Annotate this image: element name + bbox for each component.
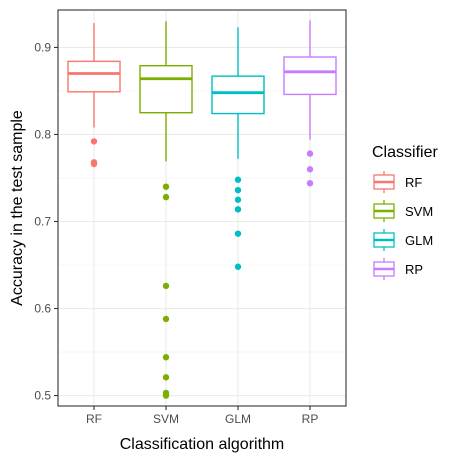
outlier-point xyxy=(162,183,170,190)
x-tick-label: GLM xyxy=(225,412,251,426)
legend: Classifier RF SVM GLM RP xyxy=(372,144,438,281)
y-tick-label: 0.5 xyxy=(34,389,51,403)
outlier-point xyxy=(234,186,242,194)
x-tick-label: RP xyxy=(302,412,319,426)
y-axis-title: Accuracy in the test sample xyxy=(9,110,26,306)
legend-item-label: RP xyxy=(405,262,423,277)
outlier-point xyxy=(306,179,314,187)
legend-title: Classifier xyxy=(372,144,438,161)
legend-item-rp: RP xyxy=(372,257,423,281)
y-tick-label: 0.7 xyxy=(34,214,51,228)
outlier-point xyxy=(234,230,242,237)
x-tick-label: RF xyxy=(86,412,102,426)
box-rp xyxy=(283,20,337,187)
panel-border xyxy=(57,9,347,407)
outlier-point xyxy=(162,354,170,361)
legend-item-glm: GLM xyxy=(372,228,433,252)
x-axis-title: Classification algorithm xyxy=(120,436,285,453)
y-tick-label: 0.6 xyxy=(34,302,51,316)
legend-item-label: RF xyxy=(405,175,422,190)
outlier-point xyxy=(306,166,314,173)
legend-item-rf: RF xyxy=(372,170,422,194)
outlier-point xyxy=(234,206,242,213)
outlier-point xyxy=(90,160,98,168)
outlier-point xyxy=(234,263,242,270)
outlier-point xyxy=(90,138,98,145)
plot-area: 0.5 0.6 0.7 0.8 0.9 RF SVM GLM RP xyxy=(34,9,347,426)
outlier-point xyxy=(234,176,242,183)
outlier-point xyxy=(162,374,170,381)
iqr-box xyxy=(67,60,121,93)
y-tick-label: 0.9 xyxy=(34,40,51,54)
outlier-point xyxy=(162,315,170,323)
outlier-point xyxy=(162,193,170,201)
legend-item-svm: SVM xyxy=(372,199,433,223)
legend-item-label: SVM xyxy=(405,204,433,219)
iqr-box xyxy=(139,65,193,114)
x-tick-label: SVM xyxy=(153,412,179,426)
y-tick-label: 0.8 xyxy=(34,127,51,141)
outlier-point xyxy=(306,150,314,157)
iqr-box xyxy=(211,75,265,115)
box-rf xyxy=(67,23,121,168)
outlier-point xyxy=(162,392,170,399)
legend-item-label: GLM xyxy=(405,233,433,248)
box-glm xyxy=(211,27,265,270)
iqr-box xyxy=(283,56,337,96)
box-svm xyxy=(139,21,193,399)
outlier-point xyxy=(234,196,242,203)
outlier-point xyxy=(162,282,170,290)
